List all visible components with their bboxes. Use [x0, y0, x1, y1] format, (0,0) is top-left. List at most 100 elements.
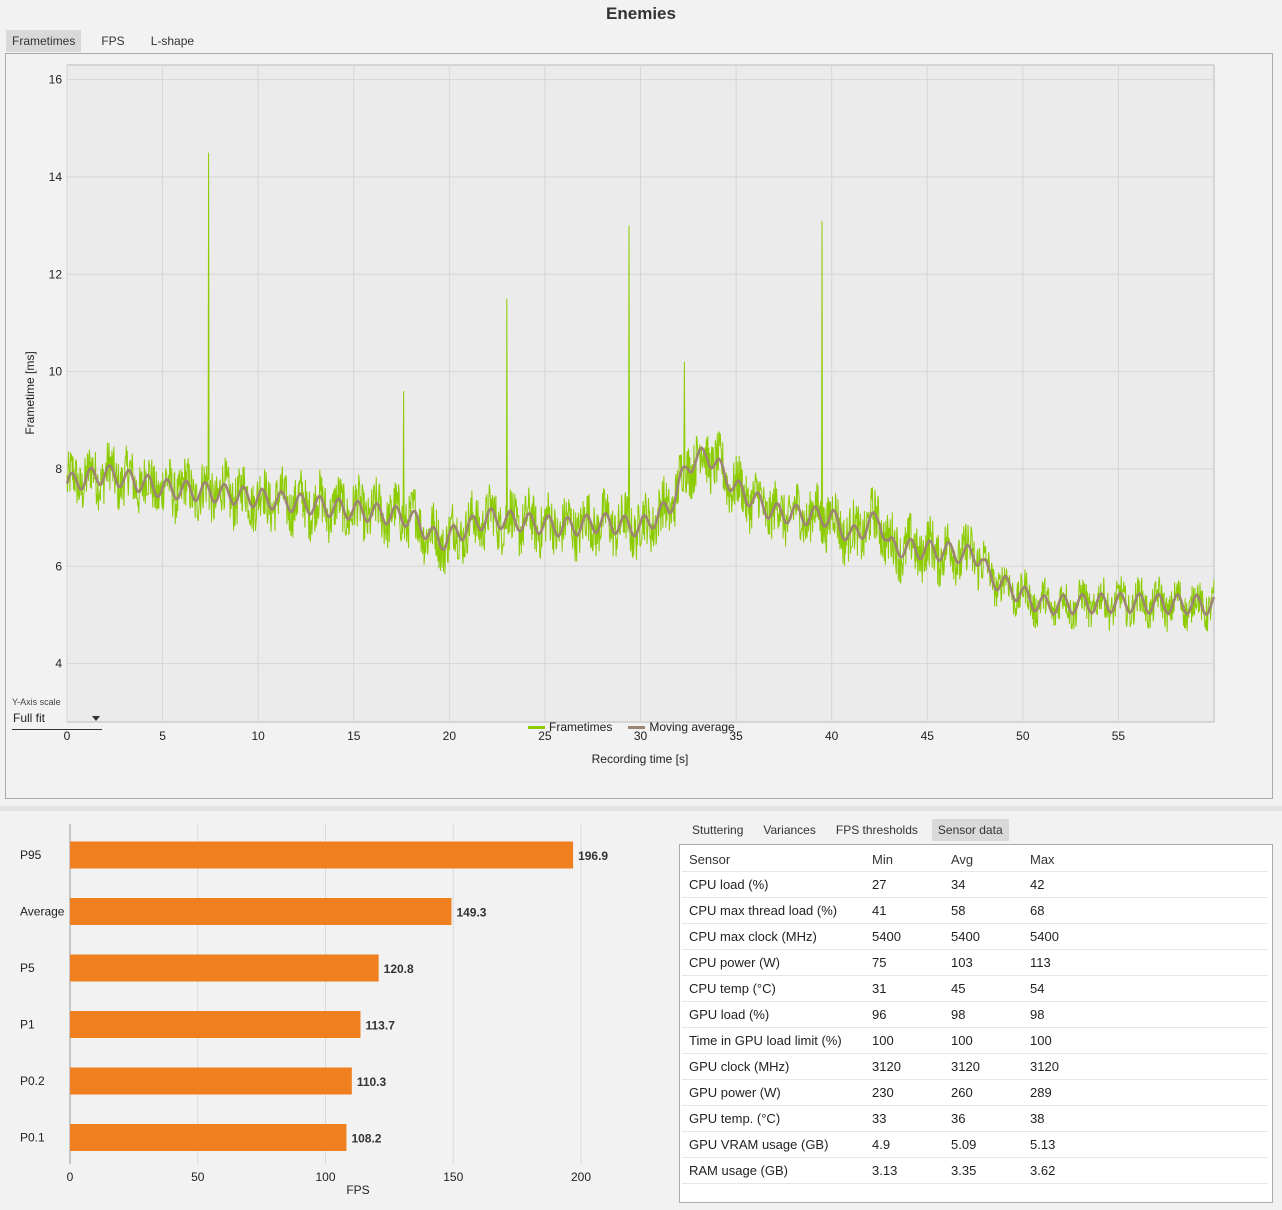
- x-tick-label: 35: [729, 729, 743, 743]
- x-tick-label: 55: [1112, 729, 1126, 743]
- table-row[interactable]: CPU load (%) 27 34 42: [682, 872, 1268, 898]
- x-tick-label: 10: [251, 729, 265, 743]
- y-axis-label: Frametime [ms]: [23, 351, 37, 434]
- x-tick-label: 40: [825, 729, 839, 743]
- sensor-name-cell: CPU max thread load (%): [689, 903, 838, 918]
- table-row[interactable]: Time in GPU load limit (%) 100 100 100: [682, 1028, 1268, 1054]
- tab-sensor-data[interactable]: Sensor data: [931, 819, 1009, 841]
- max-cell: 38: [1030, 1111, 1045, 1126]
- min-cell: 230: [872, 1085, 894, 1100]
- min-cell: 3120: [872, 1059, 901, 1074]
- bar-category-label: P95: [20, 848, 42, 862]
- chart-legend: Frametimes Moving average: [528, 720, 751, 734]
- bar: [70, 841, 574, 869]
- avg-cell: 45: [951, 981, 966, 996]
- sensor-name-cell: CPU max clock (MHz): [689, 929, 817, 944]
- max-cell: 100: [1030, 1033, 1052, 1048]
- sensor-name-cell: CPU load (%): [689, 877, 769, 892]
- tab-stuttering[interactable]: Stuttering: [692, 823, 744, 837]
- x-tick-label: 0: [64, 729, 71, 743]
- bar-x-tick-label: 200: [571, 1170, 591, 1184]
- sensor-name-cell: CPU temp (°C): [689, 981, 776, 996]
- min-cell: 75: [872, 955, 887, 970]
- tab-fps-thresholds[interactable]: FPS thresholds: [835, 823, 918, 837]
- column-header-avg[interactable]: Avg: [951, 851, 974, 867]
- y-axis-scale-control: Y-Axis scale Full fit: [12, 697, 102, 730]
- sensor-name-cell: GPU VRAM usage (GB): [689, 1137, 829, 1152]
- avg-cell: 34: [951, 877, 966, 892]
- sensor-name-cell: RAM usage (GB): [689, 1163, 788, 1178]
- bar-value-label: 113.7: [366, 1019, 396, 1033]
- bar-category-label: Average: [20, 905, 65, 919]
- table-row[interactable]: GPU power (W) 230 260 289: [682, 1080, 1268, 1106]
- bar-value-label: 108.2: [351, 1132, 381, 1146]
- max-cell: 42: [1030, 877, 1045, 892]
- avg-cell: 260: [951, 1085, 973, 1100]
- table-header-row: Sensor Min Avg Max: [682, 847, 1268, 872]
- x-tick-label: 5: [159, 729, 166, 743]
- frametime-chart: 4 6 8 10 12 14 16 0 5 10 15 20 25 30 35 40 45 50 55 Frame…: [23, 64, 1216, 766]
- x-tick-label: 20: [443, 729, 457, 743]
- min-cell: 96: [872, 1007, 887, 1022]
- bar-category-label: P0.2: [20, 1074, 45, 1088]
- column-header-sensor[interactable]: Sensor: [689, 851, 731, 867]
- min-cell: 4.9: [872, 1137, 891, 1152]
- bar: [70, 954, 379, 982]
- sensor-table: Sensor Min Avg Max CPU load (%) 27 34 42 CPU…: [682, 847, 1268, 1184]
- bar: [70, 1124, 347, 1151]
- table-row[interactable]: GPU temp. (°C) 33 36 38: [682, 1106, 1268, 1132]
- avg-cell: 5400: [951, 929, 980, 944]
- y-tick-label: 6: [55, 559, 62, 573]
- table-row[interactable]: CPU temp (°C) 31 45 54: [682, 976, 1268, 1002]
- sensor-name-cell: GPU temp. (°C): [689, 1111, 781, 1126]
- avg-cell: 36: [951, 1111, 966, 1126]
- max-cell: 5.13: [1030, 1137, 1056, 1152]
- min-cell: 41: [872, 903, 887, 918]
- table-row[interactable]: GPU load (%) 96 98 98: [682, 1002, 1268, 1028]
- sensor-name-cell: GPU load (%): [689, 1007, 770, 1022]
- min-cell: 100: [872, 1033, 894, 1048]
- table-row[interactable]: CPU max clock (MHz) 5400 5400 5400: [682, 924, 1268, 950]
- table-row[interactable]: RAM usage (GB) 3.13 3.35 3.62: [682, 1158, 1268, 1184]
- y-tick-label: 16: [49, 73, 63, 87]
- bar: [70, 898, 452, 925]
- table-row[interactable]: CPU power (W) 75 103 113: [682, 950, 1268, 976]
- max-cell: 3.62: [1030, 1163, 1056, 1178]
- sensor-name-cell: Time in GPU load limit (%): [689, 1033, 842, 1048]
- min-cell: 33: [872, 1111, 887, 1126]
- avg-cell: 100: [951, 1033, 973, 1048]
- column-header-max[interactable]: Max: [1030, 851, 1055, 867]
- tab-l-shape[interactable]: L-shape: [150, 34, 195, 48]
- max-cell: 98: [1030, 1007, 1045, 1022]
- sensor-name-cell: GPU power (W): [689, 1085, 781, 1100]
- avg-cell: 58: [951, 903, 966, 918]
- table-row[interactable]: CPU max thread load (%) 41 58 68: [682, 898, 1268, 924]
- tab-fps[interactable]: FPS: [101, 34, 125, 48]
- bar-category-label: P0.1: [20, 1131, 45, 1145]
- min-cell: 5400: [872, 929, 901, 944]
- tab-frametimes[interactable]: Frametimes: [6, 30, 82, 52]
- table-row[interactable]: GPU clock (MHz) 3120 3120 3120: [682, 1054, 1268, 1080]
- panel-separator: [0, 806, 1282, 811]
- table-row[interactable]: GPU VRAM usage (GB) 4.9 5.09 5.13: [682, 1132, 1268, 1158]
- bar-x-tick-label: 0: [67, 1170, 74, 1184]
- bar-value-label: 120.8: [384, 962, 414, 976]
- y-axis-scale-dropdown[interactable]: Full fit: [12, 711, 102, 730]
- legend-item-frametimes: Frametimes: [528, 720, 612, 734]
- max-cell: 3120: [1030, 1059, 1059, 1074]
- bar-value-label: 149.3: [456, 906, 486, 920]
- max-cell: 5400: [1030, 929, 1059, 944]
- stats-tabs: Stuttering Variances FPS thresholds Sens…: [686, 819, 1017, 841]
- sensor-name-cell: GPU clock (MHz): [689, 1059, 790, 1074]
- bar-x-tick-label: 100: [315, 1170, 335, 1184]
- bar-x-tick-label: 50: [191, 1170, 205, 1184]
- column-header-min[interactable]: Min: [872, 851, 893, 867]
- bar-category-label: P5: [20, 961, 35, 975]
- tab-variances[interactable]: Variances: [763, 823, 816, 837]
- avg-cell: 3.35: [951, 1163, 977, 1178]
- max-cell: 113: [1030, 955, 1051, 970]
- legend-label-frametimes: Frametimes: [549, 720, 613, 734]
- avg-cell: 3120: [951, 1059, 980, 1074]
- x-axis-label: Recording time [s]: [592, 752, 689, 766]
- y-tick-label: 8: [55, 462, 62, 476]
